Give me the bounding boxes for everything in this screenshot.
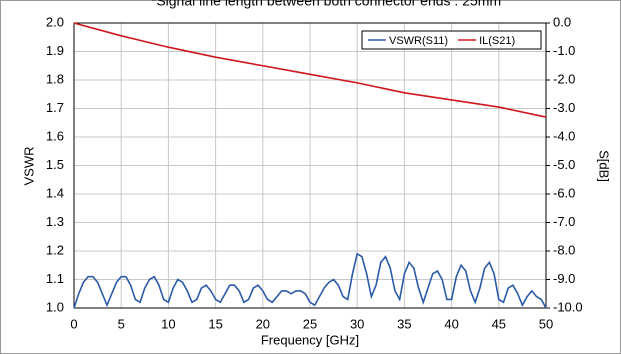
y-tick-label: 1.1 — [46, 271, 64, 286]
y-tick-label: 1.6 — [46, 128, 64, 143]
x-tick-label: 10 — [161, 316, 175, 331]
y-tick-label: 1.2 — [46, 242, 64, 257]
y2-tick-label: -2.0 — [553, 71, 575, 86]
x-tick-label: 30 — [350, 316, 364, 331]
y2-tick-label: 0.0 — [553, 14, 571, 29]
y2-tick-label: -5.0 — [553, 157, 575, 172]
chart-title: *Signal line length between both connect… — [151, 0, 501, 9]
x-axis-label: Frequency [GHz] — [261, 332, 359, 347]
y2-tick-label: -1.0 — [553, 43, 575, 58]
y-tick-label: 1.7 — [46, 100, 64, 115]
y-tick-label: 2.0 — [46, 14, 64, 29]
x-tick-label: 20 — [256, 316, 270, 331]
x-tick-label: 5 — [118, 316, 125, 331]
y2-axis-label: S[dB] — [597, 150, 612, 182]
legend-label: VSWR(S11) — [389, 35, 448, 47]
y2-tick-label: -10.0 — [553, 299, 583, 314]
y2-tick-label: -8.0 — [553, 242, 575, 257]
y-tick-label: 1.4 — [46, 185, 64, 200]
legend-box — [361, 30, 542, 50]
y-tick-label: 1.0 — [46, 299, 64, 314]
y-axis-label: VSWR — [21, 147, 36, 186]
y-tick-label: 1.3 — [46, 214, 64, 229]
y-tick-label: 1.9 — [46, 43, 64, 58]
x-tick-label: 50 — [539, 316, 553, 331]
y2-tick-label: -7.0 — [553, 214, 575, 229]
legend-label: IL(S21) — [479, 35, 515, 47]
y2-tick-label: -3.0 — [553, 100, 575, 115]
x-tick-label: 25 — [303, 316, 317, 331]
x-tick-label: 35 — [397, 316, 411, 331]
x-tick-label: 40 — [444, 316, 458, 331]
x-tick-label: 0 — [70, 316, 77, 331]
y2-tick-label: -6.0 — [553, 185, 575, 200]
data-line — [73, 22, 547, 118]
y2-tick-label: -4.0 — [553, 128, 575, 143]
y-tick-label: 1.5 — [46, 157, 64, 172]
y2-tick-label: -9.0 — [553, 271, 575, 286]
y-tick-label: 1.8 — [46, 71, 64, 86]
plot-border — [73, 22, 547, 309]
data-line — [73, 252, 547, 309]
x-tick-label: 45 — [492, 316, 506, 331]
x-tick-label: 15 — [208, 316, 222, 331]
